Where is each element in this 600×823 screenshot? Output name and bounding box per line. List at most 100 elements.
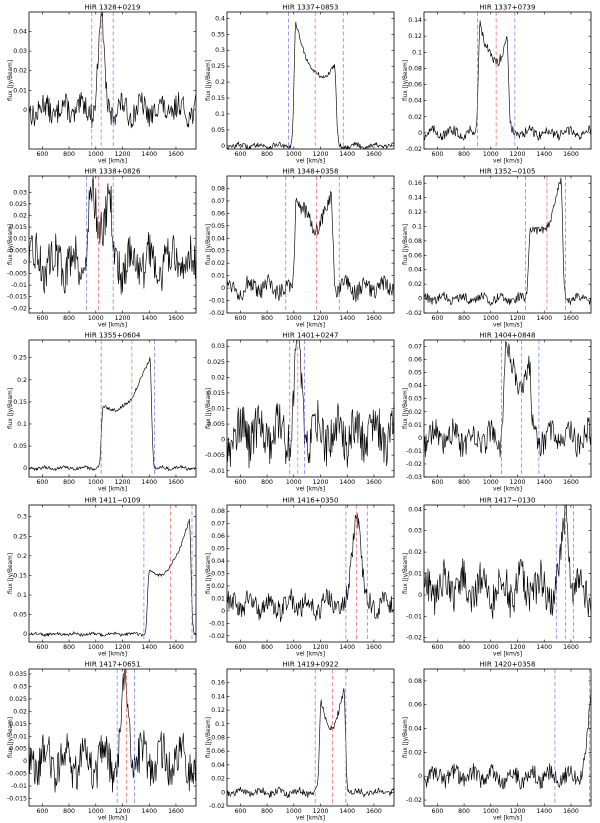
spectrum-line [423, 177, 592, 306]
x-axis-label: vel [km/s] [98, 487, 127, 493]
y-tick-label: 0.03 [13, 683, 27, 690]
y-tick-label: 0.03 [13, 189, 27, 196]
x-axis-label: vel [km/s] [296, 159, 325, 165]
plot-frame [28, 175, 197, 314]
y-tick-label: 0.12 [408, 209, 422, 216]
x-tick-label: 600 [431, 151, 443, 158]
y-tick-label: 0.02 [408, 114, 422, 121]
y-axis-label: flux [Jy/Beam] [8, 388, 14, 429]
spectrum-chart: HIR 1328+0219 600 800 1000 1200 1400 1600 0 0.01… [8, 4, 197, 165]
y-tick-label: 0 [418, 435, 422, 442]
x-tick-label: 1600 [366, 479, 382, 486]
spectrum-chart: HIR 1417−0130 600 800 1000 1200 1400 1600 -0.02… [403, 497, 592, 658]
x-tick-label: 1200 [115, 808, 131, 815]
y-tick-label: 0.02 [408, 549, 422, 556]
x-tick-label: 1000 [286, 808, 302, 815]
x-tick-label: 1000 [88, 151, 104, 158]
y-tick-label: 0.005 [9, 746, 27, 753]
x-tick-label: 800 [63, 315, 75, 322]
y-tick-label: -0.005 [205, 452, 225, 459]
x-tick-label: 600 [36, 479, 48, 486]
y-tick-label: 0 [221, 285, 225, 292]
x-tick-label: 1600 [563, 808, 579, 815]
spectrum-chart: HIR 1401+0247 600 800 1000 1200 1400 1600 -0.01… [205, 332, 395, 493]
x-axis-label: vel [km/s] [98, 652, 127, 658]
panel-title: HIR 1417−0130 [480, 497, 536, 505]
x-tick-label: 1400 [141, 644, 157, 651]
y-tick-label: 0.3 [17, 514, 27, 521]
y-tick-label: -0.02 [11, 305, 27, 312]
y-tick-label: 0.4 [215, 15, 225, 22]
y-tick-label: 0 [418, 592, 422, 599]
plot-frame [226, 175, 395, 314]
y-tick-label: 0 [23, 259, 27, 266]
y-tick-label: 0.14 [211, 693, 225, 700]
y-tick-label: 0.06 [408, 82, 422, 89]
y-tick-label: -0.02 [209, 803, 225, 810]
x-tick-label: 1600 [168, 644, 184, 651]
y-tick-label: -0.01 [209, 298, 225, 305]
spectrum-chart: HIR 1348+0358 600 800 1000 1200 1400 1600 -0.02… [206, 168, 395, 329]
y-tick-label: -0.01 [11, 282, 27, 289]
x-tick-label: 1400 [536, 644, 552, 651]
y-axis-label: flux [Jy/Beam] [403, 388, 409, 429]
y-tick-label: 0 [418, 130, 422, 137]
y-tick-label: 0.08 [408, 678, 422, 685]
x-axis-label: vel [km/s] [493, 487, 522, 493]
y-tick-label: 0.03 [408, 396, 422, 403]
y-tick-label: 0.1 [215, 111, 225, 118]
y-tick-label: 0.03 [211, 248, 225, 255]
x-axis-label: vel [km/s] [296, 323, 325, 329]
x-tick-label: 600 [431, 315, 443, 322]
spectrum-chart: HIR 1355+0604 600 800 1000 1200 1400 1600 0 0.05… [8, 332, 197, 493]
x-tick-label: 1400 [536, 315, 552, 322]
y-tick-label: 0.03 [211, 343, 225, 350]
y-tick-label: 0.01 [13, 733, 27, 740]
y-tick-label: 0.04 [13, 29, 27, 36]
y-tick-label: -0.03 [406, 474, 422, 481]
spectrum-line [28, 356, 197, 472]
x-tick-label: 1600 [168, 479, 184, 486]
plot-frame [28, 339, 197, 478]
x-tick-label: 800 [458, 479, 470, 486]
spectrum-line [28, 11, 197, 129]
spectrum-line [28, 668, 197, 793]
x-tick-label: 1200 [313, 479, 329, 486]
x-axis-label: vel [km/s] [98, 323, 127, 329]
y-tick-label: 0.015 [9, 721, 27, 728]
x-axis-label: vel [km/s] [98, 816, 127, 822]
spectrum-panel: HIR 1338+0826 600 800 1000 1200 1400 1600 -0.02… [5, 167, 204, 329]
x-tick-label: 800 [63, 151, 75, 158]
x-tick-label: 800 [63, 808, 75, 815]
x-tick-label: 1400 [339, 315, 355, 322]
x-tick-label: 1000 [88, 315, 104, 322]
y-tick-label: 0.025 [9, 696, 27, 703]
x-tick-label: 1200 [510, 808, 526, 815]
y-tick-label: 0.06 [211, 533, 225, 540]
x-tick-label: 600 [36, 644, 48, 651]
y-tick-label: -0.02 [209, 633, 225, 640]
y-tick-label: 0.08 [408, 238, 422, 245]
x-axis-label: vel [km/s] [98, 159, 127, 165]
x-axis-label: vel [km/s] [296, 487, 325, 493]
y-tick-label: 0.03 [211, 571, 225, 578]
x-axis-label: vel [km/s] [493, 323, 522, 329]
y-tick-label: 0.07 [211, 521, 225, 528]
plot-frame [28, 11, 197, 150]
panel-title: HIR 1417+0651 [85, 661, 141, 669]
panel-title: HIR 1401+0247 [283, 332, 339, 340]
y-tick-label: -0.02 [406, 461, 422, 468]
x-tick-label: 1000 [88, 644, 104, 651]
x-tick-label: 600 [431, 644, 443, 651]
x-tick-label: 800 [261, 644, 273, 651]
y-tick-label: -0.02 [406, 146, 422, 153]
x-tick-label: 1000 [483, 315, 499, 322]
y-tick-label: 0.005 [9, 247, 27, 254]
x-tick-label: 1400 [536, 479, 552, 486]
y-tick-label: 0.1 [412, 223, 422, 230]
x-tick-label: 800 [63, 479, 75, 486]
y-axis-label: flux [Jy/Beam] [8, 60, 14, 101]
y-tick-label: 0.02 [13, 708, 27, 715]
y-tick-label: 0.06 [408, 252, 422, 259]
